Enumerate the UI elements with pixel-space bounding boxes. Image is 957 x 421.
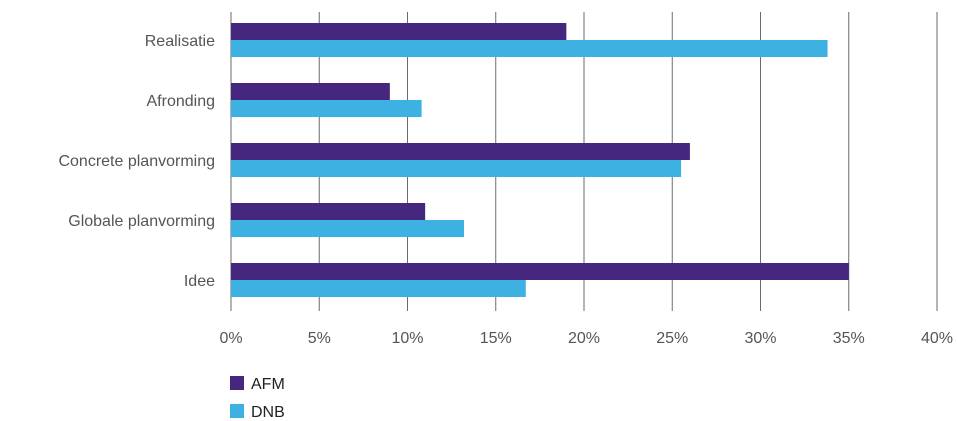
category-label-concrete-planvorming: Concrete planvorming [58,153,215,170]
x-tick-label: 0% [219,330,242,347]
category-label-idee: Idee [184,273,215,290]
x-tick-label: 5% [308,330,331,347]
bars [231,23,849,297]
x-tick-label: 20% [568,330,600,347]
legend-swatch-dnb [230,404,244,418]
legend-label-dnb: DNB [251,404,285,421]
category-label-afronding: Afronding [147,93,216,110]
bar-afm-idee [231,263,849,280]
legend-swatch-afm [230,376,244,390]
bar-afm-concrete-planvorming [231,143,690,160]
bar-afm-globale-planvorming [231,203,426,220]
category-labels: Realisatie Afronding Concrete planvormin… [58,33,215,290]
bar-afm-realisatie [231,23,567,40]
bar-dnb-idee [231,280,526,297]
category-label-globale-planvorming: Globale planvorming [68,213,215,230]
x-tick-label: 35% [833,330,865,347]
bar-dnb-realisatie [231,40,828,57]
x-tick-label: 25% [656,330,688,347]
legend: AFM DNB [230,376,285,421]
x-tick-label: 10% [391,330,423,347]
bar-dnb-afronding [231,100,422,117]
x-tick-label: 40% [921,330,953,347]
legend-label-afm: AFM [251,376,285,393]
bar-dnb-globale-planvorming [231,220,464,237]
x-tick-labels: 0% 5% 10% 15% 20% 25% 30% 35% 40% [219,330,953,347]
category-label-realisatie: Realisatie [145,33,215,50]
x-tick-label: 15% [480,330,512,347]
bar-dnb-concrete-planvorming [231,160,682,177]
bar-afm-afronding [231,83,390,100]
x-tick-label: 30% [744,330,776,347]
